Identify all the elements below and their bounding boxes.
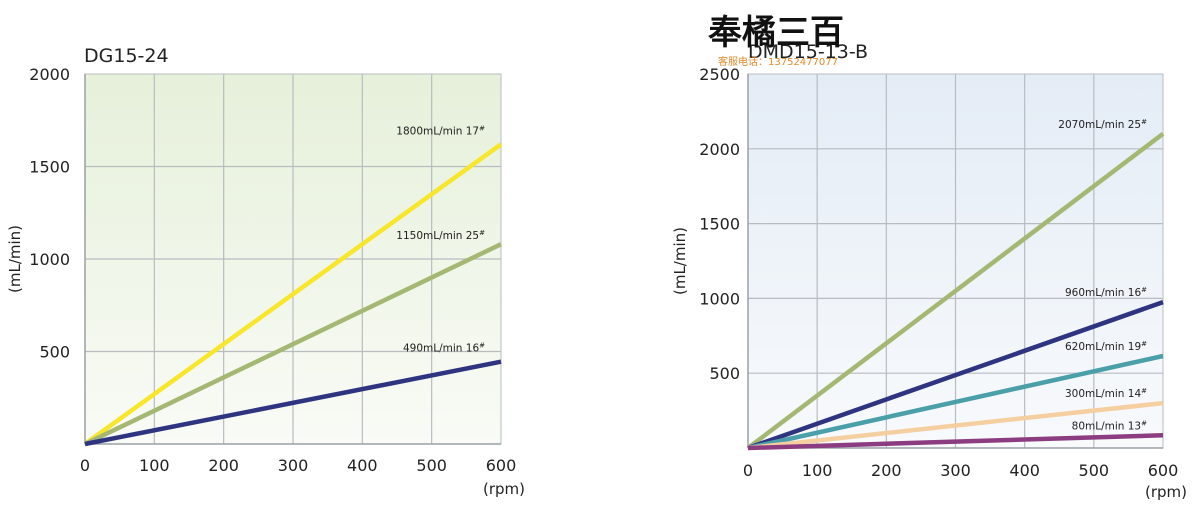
series-line: [83, 142, 503, 446]
y-tick-label: 500: [709, 364, 740, 383]
chart-title: DG15-24: [84, 45, 169, 67]
x-tick-label: 400: [1009, 461, 1040, 480]
x-tick-label: 0: [80, 456, 90, 475]
x-axis-label: (rpm): [1145, 483, 1187, 501]
watermark-subtext: 客服电话：13752477077: [718, 55, 838, 68]
watermark-logo: 奉橘三百: [708, 13, 844, 53]
y-tick-label: 1500: [699, 215, 740, 234]
series-label-sup: #: [1141, 387, 1147, 395]
series-line: [747, 400, 1164, 451]
series-line: [747, 353, 1164, 451]
x-axis-label: (rpm): [483, 480, 525, 498]
x-tick-label: 400: [347, 456, 378, 475]
y-tick-label: 2000: [699, 140, 740, 159]
y-tick-label: 1000: [699, 289, 740, 308]
series-label: 620mL/min 19#: [1065, 340, 1147, 353]
series-label-sup: #: [479, 124, 485, 132]
series-label-sup: #: [1141, 340, 1147, 348]
x-tick-label: 300: [940, 461, 971, 480]
series-line: [84, 242, 502, 447]
x-tick-label: 600: [1148, 461, 1179, 480]
series-line: [747, 433, 1164, 451]
x-tick-label: 200: [871, 461, 902, 480]
y-tick-label: 500: [39, 343, 70, 362]
series-label-sup: #: [479, 342, 485, 350]
series-label: 1150mL/min 25#: [396, 229, 485, 242]
series-label-sup: #: [1141, 286, 1147, 294]
x-tick-label: 200: [208, 456, 239, 475]
series-label: 960mL/min 16#: [1065, 286, 1147, 299]
series-label: 490mL/min 16#: [403, 342, 485, 355]
chart-title: DMD15-13-B: [748, 41, 868, 63]
series-label: 80mL/min 13#: [1072, 419, 1147, 432]
series-line: [747, 300, 1164, 451]
y-tick-label: 1000: [29, 250, 70, 269]
series-label-sup: #: [1141, 118, 1147, 126]
y-tick-label: 2500: [699, 65, 740, 84]
y-axis-label: (mL/min): [671, 227, 689, 295]
x-tick-label: 600: [486, 456, 517, 475]
series-label: 300mL/min 14#: [1065, 387, 1147, 400]
x-tick-label: 0: [743, 461, 753, 480]
y-axis-label: (mL/min): [6, 225, 24, 293]
series-line: [84, 359, 502, 447]
x-tick-label: 300: [278, 456, 309, 475]
x-tick-label: 100: [802, 461, 833, 480]
series-label-sup: #: [1141, 419, 1147, 427]
series-label-sup: #: [479, 229, 485, 237]
y-tick-label: 1500: [29, 158, 70, 177]
y-tick-label: 2000: [29, 65, 70, 84]
series-line: [746, 132, 1165, 450]
x-tick-label: 100: [139, 456, 170, 475]
x-tick-label: 500: [1079, 461, 1110, 480]
series-label: 1800mL/min 17#: [396, 124, 485, 137]
x-tick-label: 500: [416, 456, 447, 475]
series-label: 2070mL/min 25#: [1058, 118, 1147, 131]
